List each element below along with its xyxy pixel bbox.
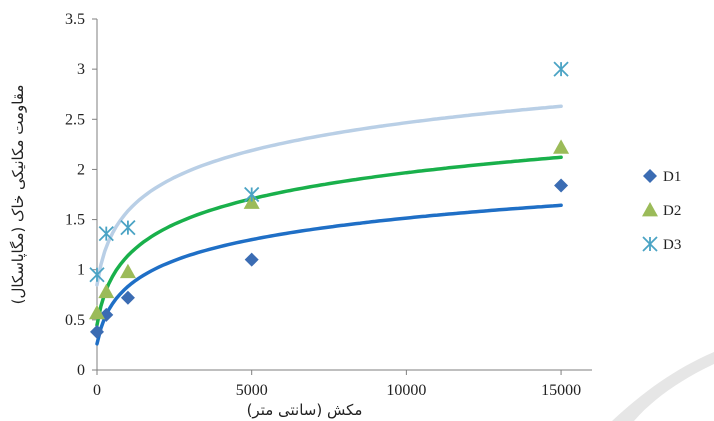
y-tick-label: 2 (77, 161, 85, 178)
legend-marker-d3 (642, 236, 658, 252)
data-point-d3 (244, 186, 260, 203)
data-point-d3 (553, 61, 569, 77)
data-point-d1 (90, 324, 104, 339)
y-tick-label: 2.5 (65, 111, 85, 128)
y-tick-label: 1 (77, 262, 85, 279)
y-tick-label: 3 (77, 61, 85, 78)
trendline-d1 (95, 203, 563, 346)
legend-label-d3: D3 (663, 237, 681, 253)
y-tick-label: 3.5 (65, 11, 85, 28)
x-tick-label: 0 (93, 382, 101, 399)
data-point-d1 (554, 178, 569, 193)
data-point-d2 (243, 194, 260, 209)
data-point-d2 (89, 304, 105, 320)
y-tick-label: 0.5 (65, 312, 85, 329)
data-point-d3 (89, 267, 105, 283)
trendline-d2 (95, 155, 563, 327)
x-axis-title: مکش (سانتی متر) (247, 401, 363, 419)
trendline-d3 (95, 104, 563, 287)
watermark-swoosh (612, 352, 714, 421)
x-tick-label: 10000 (386, 382, 426, 399)
legend-label-d2: D2 (663, 203, 681, 219)
data-point-d3 (120, 219, 136, 236)
data-point-d2 (98, 283, 115, 299)
data-point-d2 (553, 139, 570, 154)
legend-label-d1: D1 (663, 169, 681, 185)
x-tick-label: 5000 (236, 382, 268, 399)
data-point-d2 (119, 263, 136, 279)
x-tick-label: 15000 (541, 382, 581, 399)
legend-marker-d2 (642, 202, 658, 217)
y-tick-label: 0 (77, 362, 85, 379)
y-axis-title: مقاومت مکانیکی خاک (مگاپاسکال) (9, 85, 28, 305)
data-point-d3 (98, 225, 114, 242)
data-point-d1 (244, 252, 259, 267)
legend-marker-d1 (643, 169, 657, 183)
data-point-d1 (120, 290, 135, 305)
y-tick-label: 1.5 (65, 212, 85, 229)
